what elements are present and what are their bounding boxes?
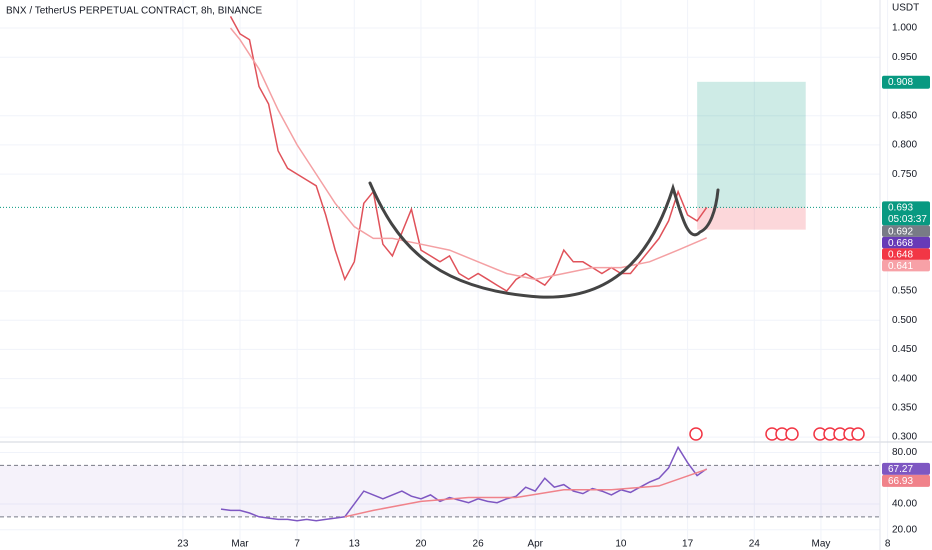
x-tick-label: 13 xyxy=(349,539,361,550)
x-tick-label: 26 xyxy=(473,539,485,550)
x-tick-label: May xyxy=(811,539,830,550)
x-tick-label: 24 xyxy=(749,539,761,550)
y-tick-label: 0.400 xyxy=(892,373,917,384)
y-tick-label: 0.950 xyxy=(892,52,917,63)
price-tag xyxy=(882,248,930,260)
price-tag xyxy=(882,225,930,237)
rsi-tag xyxy=(882,462,930,475)
rsi-tick-label: 40.00 xyxy=(892,499,917,510)
x-tick-label: 23 xyxy=(177,539,189,550)
y-tick-label: 0.850 xyxy=(892,110,917,121)
x-tick-label: 8 xyxy=(885,539,891,550)
target-zone xyxy=(697,81,806,208)
x-tick-label: 7 xyxy=(294,539,300,550)
price-line-series xyxy=(229,16,708,292)
chart-title: BNX / TetherUS PERPETUAL CONTRACT, 8h, B… xyxy=(6,6,263,17)
y-tick-label: 1.000 xyxy=(892,23,917,34)
cup-drawing xyxy=(368,181,720,299)
rsi-tag xyxy=(882,474,930,487)
price-tag-label: 0.668 xyxy=(888,238,913,249)
overlay: 23 Mar 7 13 20 26 Apr 10 17 24 May 8 1.000 0.950 0.850… xyxy=(177,23,930,550)
rsi-line xyxy=(220,445,708,522)
countdown: 05:03:37 xyxy=(888,214,927,225)
price-tag xyxy=(882,236,930,249)
y-tick-label: 0.550 xyxy=(892,286,917,297)
stop-zone xyxy=(697,207,806,230)
price-tag-label: 0.908 xyxy=(888,77,913,88)
rsi-band xyxy=(0,465,880,517)
price-tag xyxy=(882,259,930,272)
rsi-line xyxy=(344,468,707,518)
plot xyxy=(0,16,880,522)
price-tag-label: 0.648 xyxy=(888,250,913,261)
rsi-tick-label: 80.00 xyxy=(892,447,917,458)
price-line-series xyxy=(229,27,707,281)
y-tick-label: 0.300 xyxy=(892,432,917,443)
y-tick-label: 0.500 xyxy=(892,315,917,326)
price-tag xyxy=(882,201,930,226)
rsi-tag-label: 66.93 xyxy=(888,476,913,487)
x-tick-label: Apr xyxy=(527,539,543,550)
grid xyxy=(0,0,889,540)
rsi-tag-label: 67.27 xyxy=(888,464,913,475)
event-icons xyxy=(689,427,865,441)
price-tag-label: 0.692 xyxy=(888,227,913,238)
y-tick-label: 0.800 xyxy=(892,140,917,151)
x-tick-label: 20 xyxy=(415,539,427,550)
rsi-tick-label: 20.00 xyxy=(892,524,917,535)
price-tag-label: 0.693 xyxy=(888,203,913,214)
y-tick-label: 0.450 xyxy=(892,344,917,355)
x-tick-label: Mar xyxy=(231,539,249,550)
price-tag-label: 0.641 xyxy=(888,261,913,272)
x-tick-label: 17 xyxy=(682,539,694,550)
x-tick-label: 10 xyxy=(615,539,627,550)
price-tag xyxy=(882,75,930,89)
y-tick-label: 0.350 xyxy=(892,403,917,414)
unit-label: USDT xyxy=(892,3,919,14)
y-tick-label: 0.750 xyxy=(892,169,917,180)
